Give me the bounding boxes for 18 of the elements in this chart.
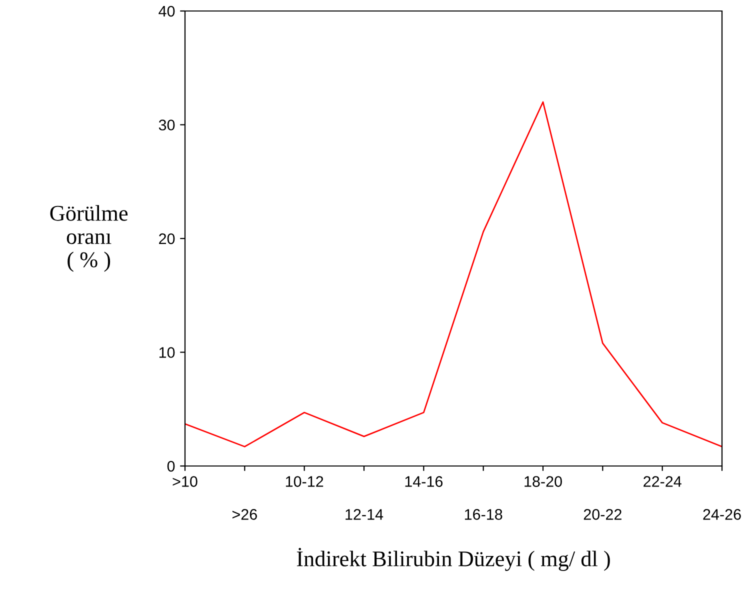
x-tick-label: >10 xyxy=(172,476,198,487)
x-tick-label: 18-20 xyxy=(524,476,562,487)
y-tick-label: 0 xyxy=(167,460,175,472)
x-tick-label: 24-26 xyxy=(703,509,741,520)
y-tick-label: 20 xyxy=(159,233,175,244)
x-tick-label: 12-14 xyxy=(346,509,384,520)
y-tick-label: 10 xyxy=(159,347,175,358)
x-tick-label: 14-16 xyxy=(405,476,443,487)
line-series xyxy=(185,101,722,448)
x-axis-title: İndirekt Bilirubin Düzeyi ( mg/ dl ) xyxy=(296,548,610,571)
y-axis-title: Görülme oranı ( % ) xyxy=(50,205,128,272)
y-tick-label: 40 xyxy=(158,6,175,17)
y-tick-label: 30 xyxy=(158,120,175,130)
x-tick-label: 10-12 xyxy=(286,476,324,487)
x-tick-label: 22-24 xyxy=(644,476,682,487)
x-tick-label: 16-18 xyxy=(464,509,502,520)
x-tick-label: 20-22 xyxy=(584,509,622,520)
x-tick-label: >26 xyxy=(232,509,257,520)
